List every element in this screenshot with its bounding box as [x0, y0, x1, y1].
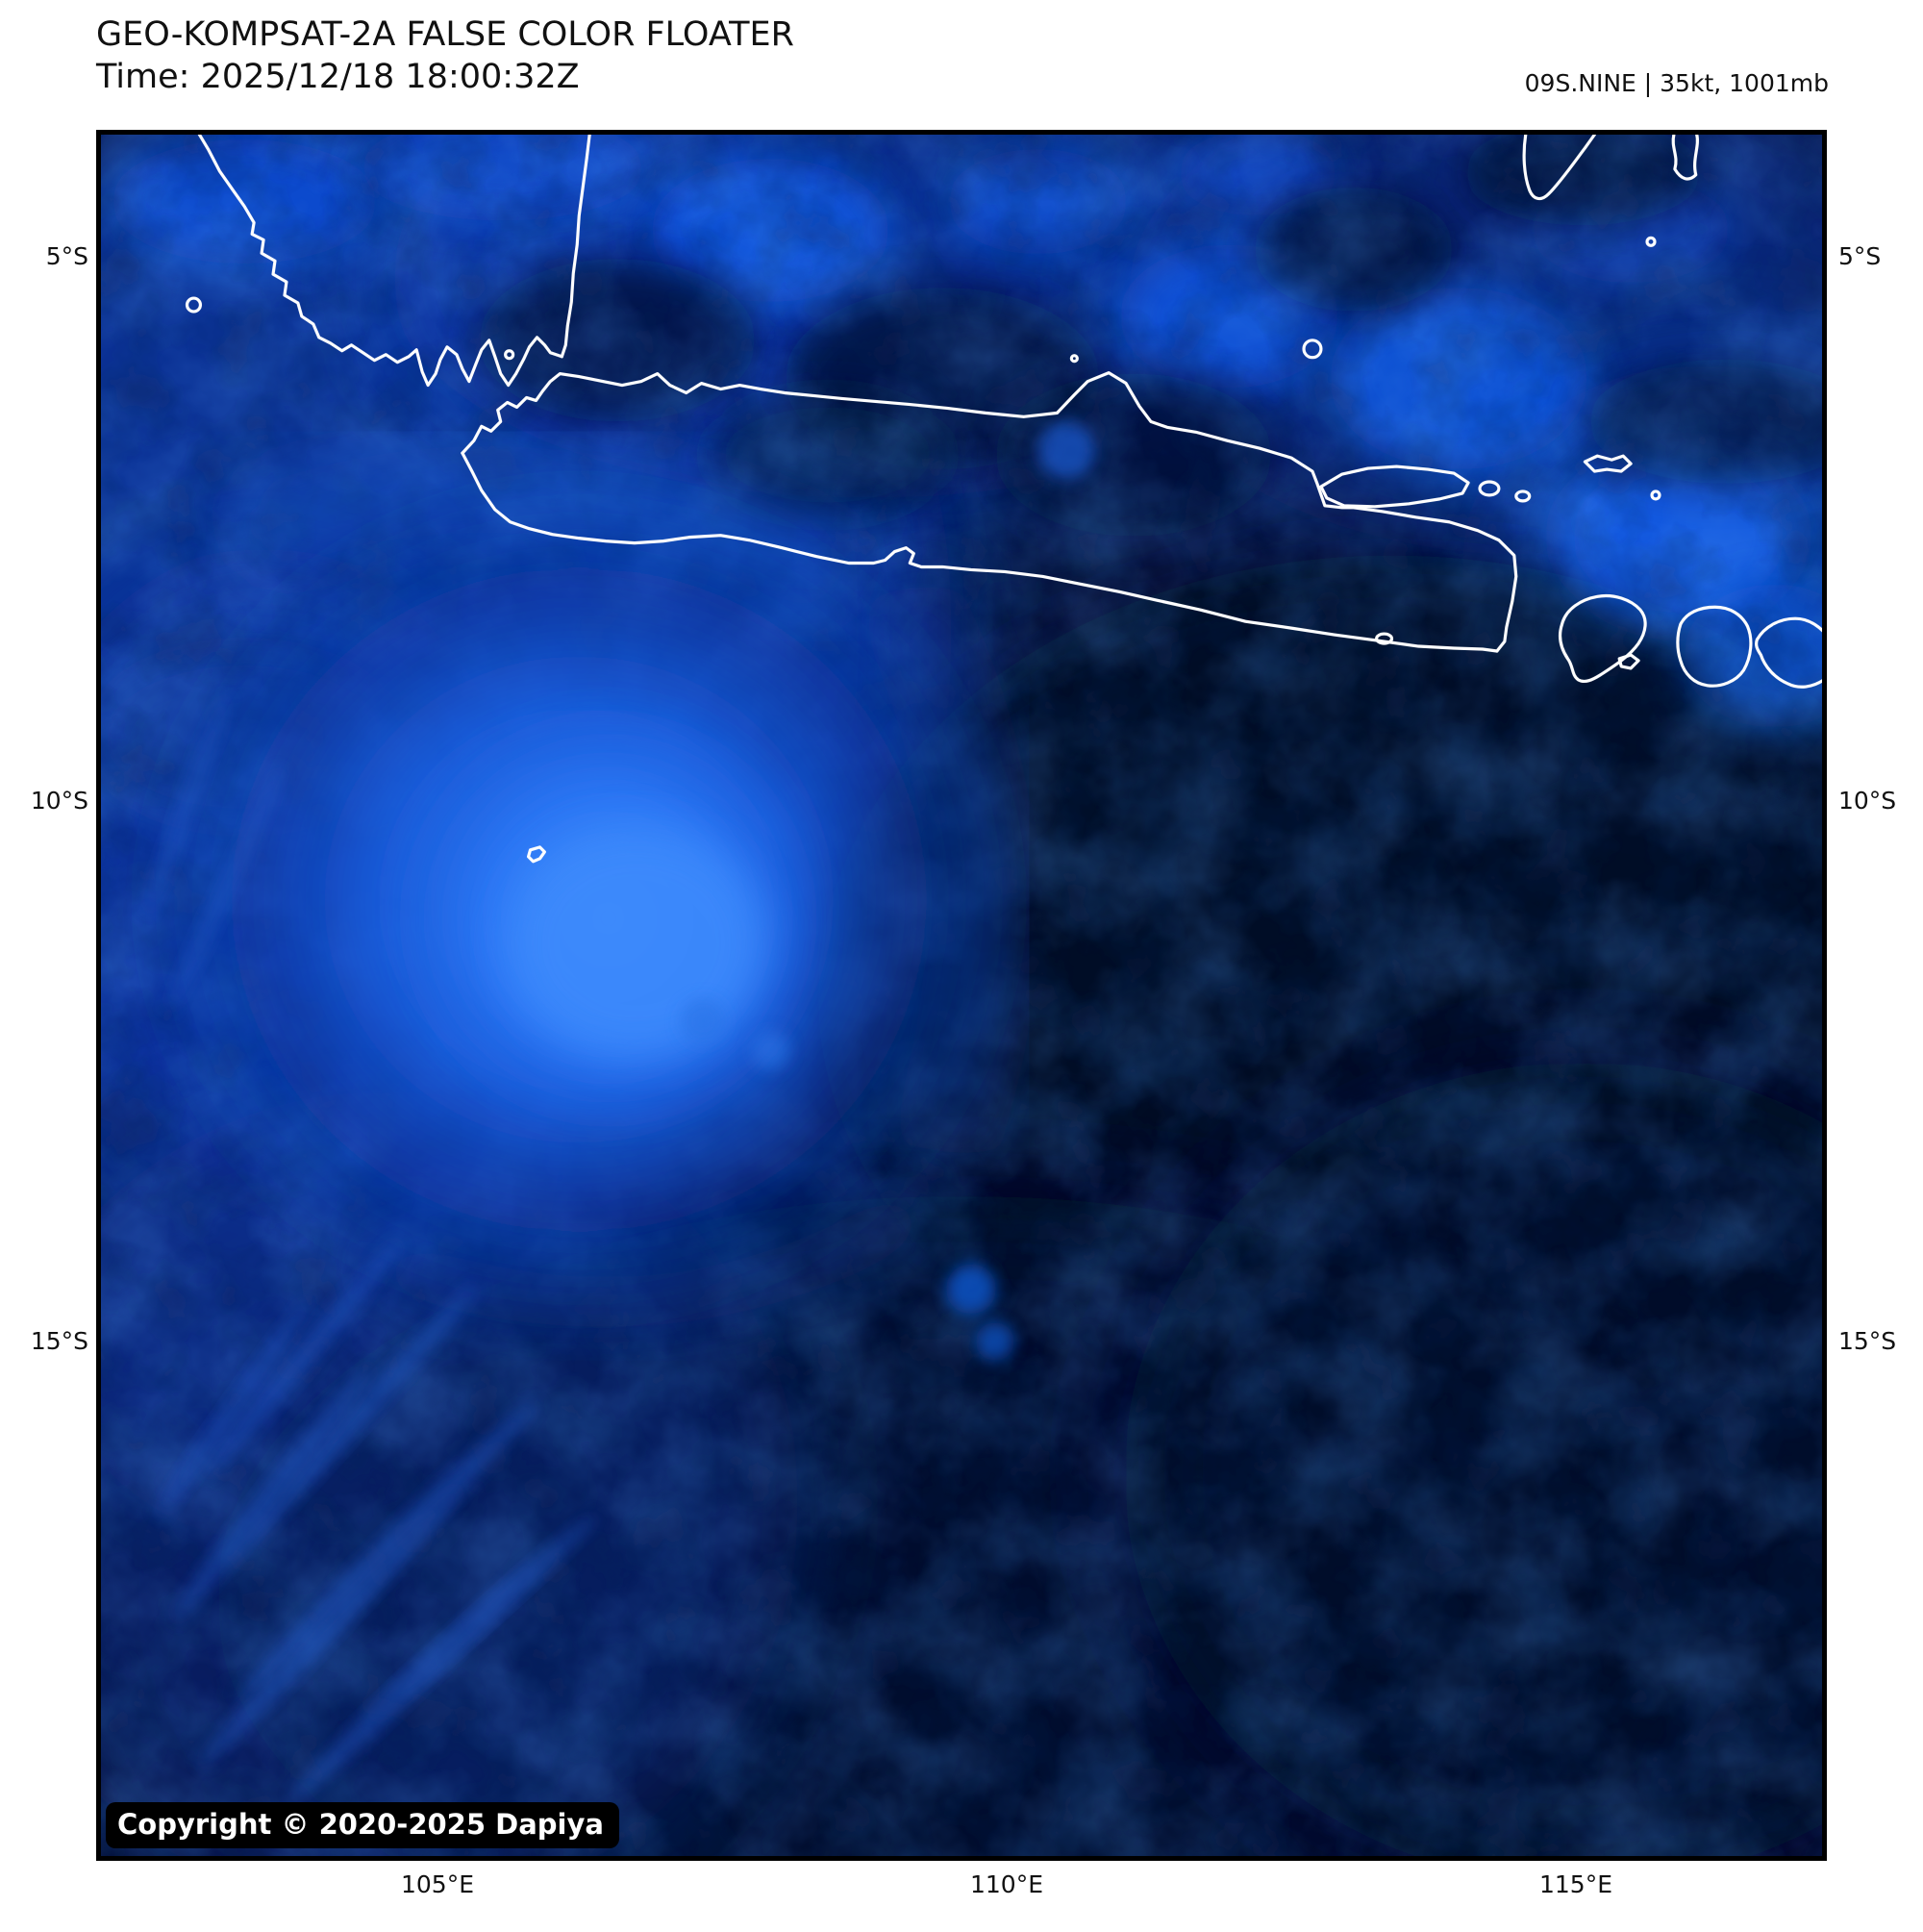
timestamp-label: Time: 2025/12/18 18:00:32Z: [96, 58, 580, 96]
island-karimunjawa: [1069, 354, 1079, 364]
coastline-sumatra: [197, 135, 563, 388]
lon-label-110e: 110°E: [969, 1870, 1043, 1898]
coastlines: [185, 135, 1822, 864]
island-christmas: [526, 845, 547, 864]
coastline-sumatra-east: [560, 135, 591, 359]
coastline-madura: [1319, 464, 1470, 509]
island-nusa-barung: [1374, 632, 1394, 645]
island-small-east: [1650, 489, 1661, 501]
lat-label-15s-right: 15°S: [1838, 1327, 1897, 1355]
tropical-cyclone: [129, 445, 1029, 1331]
satellite-map: Copyright © 2020-2025 Dapiya: [96, 130, 1827, 1861]
lat-label-10s-right: 10°S: [1838, 787, 1897, 815]
island-sangiang: [504, 349, 515, 361]
lon-label-105e: 105°E: [400, 1870, 474, 1898]
coastline-sumbawa: [1755, 616, 1822, 689]
lat-label-5s-right: 5°S: [1838, 242, 1882, 270]
lat-label-10s-left: 10°S: [30, 787, 88, 815]
outflow-streaks: [146, 695, 598, 1799]
coastline-java-north: [461, 371, 1518, 653]
storm-info-label: 09S.NINE | 35kt, 1001mb: [1524, 69, 1829, 97]
island-matasiri: [1645, 236, 1657, 247]
island-bawean: [1302, 339, 1323, 360]
island-sapudi: [1478, 480, 1501, 497]
coastline-lombok: [1676, 605, 1753, 688]
copyright-badge: Copyright © 2020-2025 Dapiya: [106, 1802, 619, 1848]
island-kangean: [1583, 454, 1633, 473]
lon-label-115e: 115°E: [1538, 1870, 1612, 1898]
convective-cells: [680, 421, 1096, 1361]
page-title: GEO-KOMPSAT-2A FALSE COLOR FLOATER: [96, 15, 794, 54]
coastline-laut-island: [1671, 135, 1699, 181]
island-raas: [1514, 489, 1532, 503]
island-nusa-penida: [1617, 653, 1640, 670]
island-enggano: [185, 296, 203, 314]
lat-label-15s-left: 15°S: [30, 1327, 88, 1355]
coastline-borneo-fragment: [1522, 135, 1596, 201]
coastline-java-south: [461, 451, 1499, 653]
lat-label-5s-left: 5°S: [45, 242, 88, 270]
satellite-imagery: [101, 135, 1822, 1856]
